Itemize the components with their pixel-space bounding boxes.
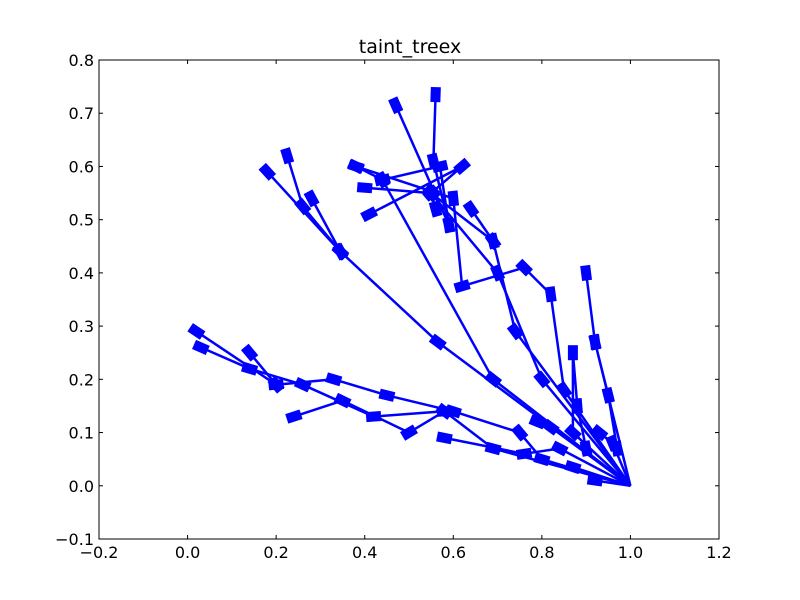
y-tick-label: 0.7 <box>69 104 94 123</box>
x-tick-label: 0.4 <box>352 543 377 562</box>
data-point-marker <box>555 380 573 400</box>
data-point-marker <box>586 474 604 487</box>
data-point-marker <box>484 231 502 251</box>
data-point-marker <box>462 199 480 219</box>
x-tick-label: −0.2 <box>80 543 119 562</box>
data-point-marker <box>571 398 583 414</box>
data-point-marker <box>258 162 277 181</box>
data-point-marker <box>590 424 609 442</box>
data-point-marker <box>506 322 524 341</box>
data-point-marker <box>550 440 569 457</box>
y-tick-label: 0.1 <box>69 424 94 443</box>
data-point-marker <box>303 189 320 208</box>
data-point-marker <box>533 370 551 389</box>
x-tick-label: 0.0 <box>175 543 200 562</box>
x-tick-label: 0.6 <box>441 543 466 562</box>
data-point-marker <box>240 361 259 376</box>
data-point-marker <box>293 377 312 393</box>
data-point-marker <box>347 159 365 174</box>
y-tick-label: 0.3 <box>69 317 94 336</box>
data-point-marker <box>533 452 551 467</box>
y-tick-label: 0.8 <box>69 51 94 70</box>
data-point-marker <box>589 334 601 351</box>
data-point-marker <box>490 264 506 282</box>
data-point-marker <box>430 86 441 103</box>
data-point-marker <box>388 96 404 115</box>
y-tick-label: 0.0 <box>69 477 94 496</box>
data-point-marker <box>294 197 312 216</box>
y-tick-label: 0.5 <box>69 211 94 230</box>
data-point-marker <box>436 405 453 417</box>
data-point-marker <box>426 152 441 170</box>
data-point-marker <box>453 279 471 294</box>
data-point-marker <box>280 147 295 165</box>
x-tick-label: 0.8 <box>529 543 554 562</box>
axis-ticks: −0.2 0.0 0.2 0.4 0.6 0.8 1.0 1.2 −0.1 0.0 0.1 0.2 0.… <box>55 51 732 562</box>
data-point-marker <box>601 386 615 404</box>
y-tick-label: −0.1 <box>55 530 94 549</box>
data-point-marker <box>285 409 303 424</box>
data-point-marker <box>563 423 582 442</box>
axes-frame <box>98 59 720 540</box>
data-point-marker <box>187 323 206 340</box>
data-point-marker <box>332 242 349 261</box>
data-point-marker <box>564 460 582 475</box>
x-tick-label: 0.2 <box>263 543 288 562</box>
data-point-marker <box>436 431 453 445</box>
data-point-marker <box>484 370 503 388</box>
tree-branch-line <box>584 272 597 343</box>
data-point-marker <box>428 333 447 351</box>
data-point-marker <box>240 343 259 362</box>
data-point-marker <box>399 424 419 441</box>
data-point-marker <box>515 258 533 277</box>
tree-branch-line <box>310 197 342 253</box>
data-point-marker <box>447 190 460 207</box>
y-tick-label: 0.2 <box>69 370 94 389</box>
data-point-marker <box>515 447 533 460</box>
data-point-marker <box>605 434 621 453</box>
y-tick-label: 0.4 <box>69 264 94 283</box>
data-point-marker <box>541 418 560 436</box>
x-tick-label: 1.2 <box>706 543 731 562</box>
data-point-marker <box>373 173 391 187</box>
tree-branch-line <box>593 340 632 487</box>
data-point-marker <box>428 200 443 218</box>
data-point-marker <box>267 375 285 394</box>
data-point-marker <box>422 184 441 202</box>
data-point-marker <box>579 440 593 457</box>
data-point-marker <box>360 206 379 223</box>
data-point-marker <box>333 392 352 409</box>
data-point-marker <box>378 388 396 402</box>
data-point-marker <box>365 411 382 423</box>
data-point-marker <box>567 345 578 361</box>
tree-branch-line <box>355 165 632 487</box>
data-point-marker <box>192 339 210 355</box>
data-point-marker <box>442 216 456 234</box>
data-point-marker <box>544 286 557 303</box>
tree-branch-line <box>293 399 631 488</box>
data-point-marker <box>580 264 593 281</box>
data-point-marker <box>356 182 373 194</box>
data-point-marker <box>484 441 502 456</box>
tree-branch-line <box>444 436 631 487</box>
y-tick-label: 0.6 <box>69 157 94 176</box>
data-point-marker <box>325 372 343 387</box>
plot-area <box>187 86 632 488</box>
chart-title: taint_treex <box>359 36 462 58</box>
data-point-marker <box>528 414 547 430</box>
x-tick-label: 1.0 <box>618 543 643 562</box>
data-point-marker <box>511 423 529 442</box>
data-point-marker <box>453 157 472 176</box>
